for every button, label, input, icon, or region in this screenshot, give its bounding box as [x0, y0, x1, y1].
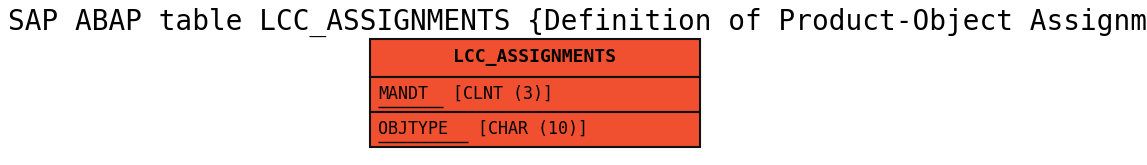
Bar [370, 77, 700, 112]
Bar [370, 38, 700, 77]
Text: OBJTYPE: OBJTYPE [379, 120, 448, 138]
Text: SAP ABAP table LCC_ASSIGNMENTS {Definition of Product-Object Assignments}: SAP ABAP table LCC_ASSIGNMENTS {Definiti… [8, 8, 1147, 37]
Text: [CHAR (10)]: [CHAR (10)] [468, 120, 588, 138]
Text: MANDT: MANDT [379, 85, 428, 103]
Bar [370, 112, 700, 147]
Text: [CLNT (3)]: [CLNT (3)] [443, 85, 553, 103]
Text: LCC_ASSIGNMENTS: LCC_ASSIGNMENTS [453, 49, 617, 66]
